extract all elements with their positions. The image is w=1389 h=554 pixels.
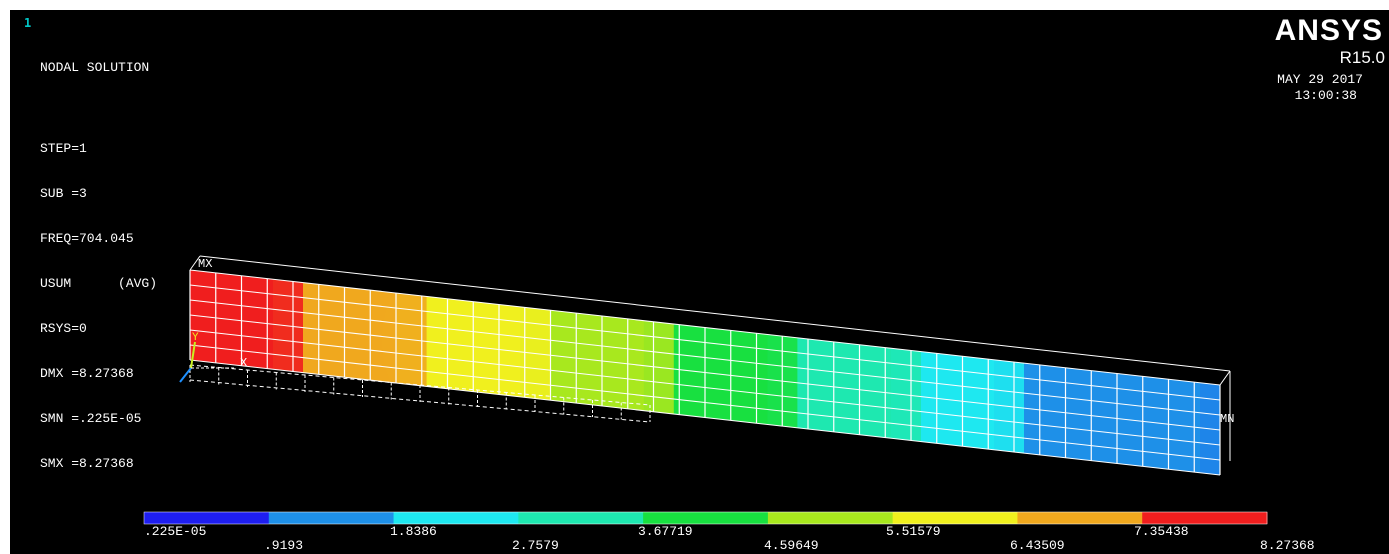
triad-x-label: X — [240, 356, 247, 370]
legend-label: 2.7579 — [512, 538, 559, 553]
legend-label: 4.59649 — [764, 538, 819, 553]
legend-swatch — [268, 512, 395, 524]
contour-legend — [143, 511, 1268, 525]
plot-title: NODAL SOLUTION — [40, 60, 150, 75]
legend-swatch — [144, 512, 270, 524]
triad-y-label: Y — [192, 332, 199, 344]
info-line: SMX =8.27368 — [40, 456, 134, 471]
ansys-logo: ANSYS — [1274, 14, 1383, 47]
window-number: 1 — [24, 16, 32, 30]
info-line: RSYS=0 — [40, 321, 87, 336]
release-label: R15.0 — [1339, 48, 1385, 67]
solution-info: NODAL SOLUTION STEP=1 SUB =3 FREQ=704.04… — [40, 30, 157, 501]
info-line: FREQ=704.045 — [40, 231, 134, 246]
legend-swatch — [643, 512, 769, 524]
beam-mesh — [189, 255, 1231, 476]
legend-swatch — [393, 512, 519, 524]
beam-model: X Y MX MN — [143, 255, 1268, 525]
legend-label: .9193 — [264, 538, 304, 553]
date-label: MAY 29 2017 — [1277, 72, 1363, 87]
info-line: USUM (AVG) — [40, 276, 158, 291]
legend-swatch — [892, 512, 1018, 524]
legend-label: 3.67719 — [638, 524, 693, 539]
info-line: STEP=1 — [40, 141, 87, 156]
info-line: SUB =3 — [40, 186, 87, 201]
info-line: DMX =8.27368 — [40, 366, 134, 381]
legend-label: 5.51579 — [886, 524, 941, 539]
legend-swatch — [1142, 512, 1268, 524]
legend-label: 7.35438 — [1134, 524, 1189, 539]
legend-label: 6.43509 — [1010, 538, 1065, 553]
coordinate-triad-icon: X Y — [179, 332, 247, 383]
info-line: SMN =.225E-05 — [40, 411, 142, 426]
time-label: 13:00:38 — [1294, 88, 1357, 103]
legend-swatch — [767, 512, 894, 524]
legend-label: .225E-05 — [144, 524, 207, 539]
legend-label: 8.27368 — [1260, 538, 1315, 553]
legend-swatch — [518, 512, 644, 524]
min-marker: MN — [1220, 412, 1234, 426]
max-marker: MX — [198, 257, 212, 271]
legend-swatch — [1017, 512, 1143, 524]
legend-label: 1.8386 — [390, 524, 437, 539]
undeformed-outline — [189, 364, 651, 423]
